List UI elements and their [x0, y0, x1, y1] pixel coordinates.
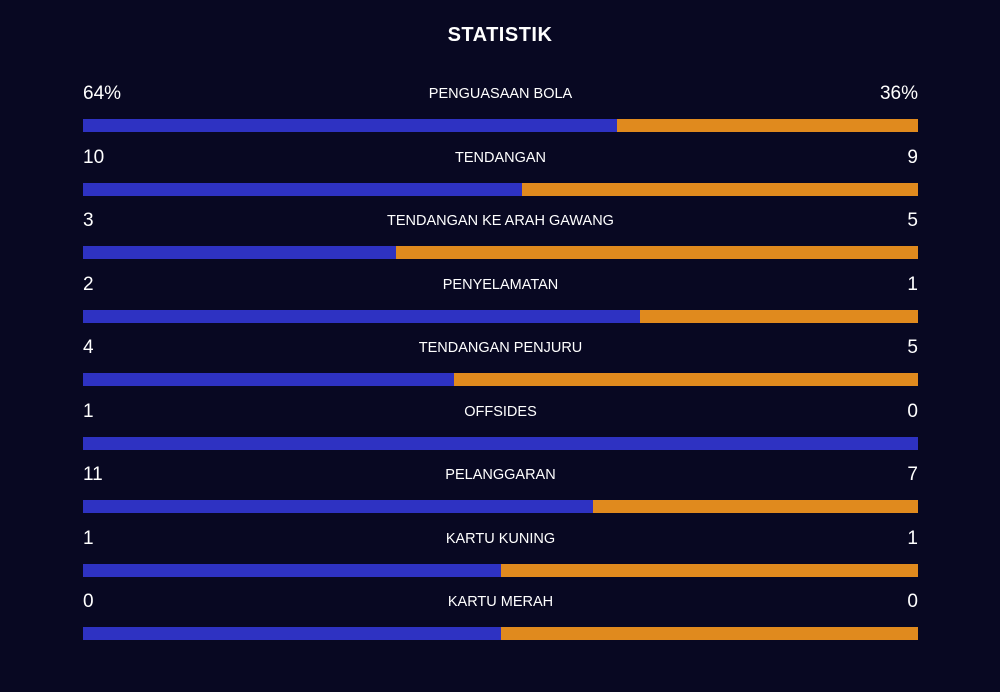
stat-row-saves: 2 PENYELAMATAN 1 [83, 273, 918, 337]
home-value: 10 [83, 146, 105, 168]
stat-row-red-cards: 0 KARTU MERAH 0 [83, 590, 918, 654]
stat-label: OFFSIDES [464, 403, 537, 420]
away-value: 0 [907, 400, 918, 422]
stat-label: PELANGGARAN [445, 467, 556, 483]
stat-bar [83, 246, 918, 259]
stat-row-corners: 4 TENDANGAN PENJURU 5 [83, 336, 918, 400]
stat-row-ball-possession: 64% PENGUASAAN BOLA 36% [83, 82, 918, 146]
stat-bar [83, 436, 918, 450]
stat-label: PENYELAMATAN [442, 276, 559, 293]
away-value: 5 [907, 210, 918, 231]
stat-bar [83, 373, 918, 386]
away-value: 36% [879, 83, 918, 104]
away-value: 9 [907, 146, 918, 168]
home-value: 64% [83, 83, 122, 104]
away-value: 0 [907, 591, 918, 612]
stat-row-fouls: 11 PELANGGARAN 7 [83, 463, 918, 527]
stat-label: TENDANGAN PENJURU [418, 340, 583, 356]
home-bar-fill [83, 182, 523, 196]
away-value: 7 [907, 464, 918, 485]
stat-label: KARTU KUNING [445, 530, 556, 547]
home-value: 3 [83, 210, 94, 231]
home-bar-fill [83, 500, 594, 513]
home-bar-fill [83, 309, 640, 323]
stat-bar [83, 119, 918, 132]
away-value: 5 [907, 337, 918, 358]
home-value: 11 [83, 464, 103, 485]
stat-row-shots-on-target: 3 TENDANGAN KE ARAH GAWANG 5 [83, 209, 918, 273]
home-value: 4 [83, 337, 94, 358]
home-value: 2 [83, 273, 94, 295]
home-bar-fill [83, 627, 501, 640]
stat-label: TENDANGAN [454, 149, 547, 166]
stat-row-shots: 10 TENDANGAN 9 [83, 146, 918, 210]
stat-label: PENGUASAAN BOLA [428, 86, 573, 102]
stat-bar [83, 563, 918, 577]
stat-bar [83, 627, 918, 640]
stat-label: TENDANGAN KE ARAH GAWANG [387, 213, 614, 229]
stat-bar [83, 500, 918, 513]
home-bar-fill [83, 119, 618, 132]
home-value: 1 [83, 400, 94, 422]
page-title: STATISTIK [447, 24, 553, 46]
stats-list: 64% PENGUASAAN BOLA 36% 10 TENDANGAN 9 3… [83, 82, 918, 654]
stat-bar [83, 182, 918, 196]
home-value: 0 [83, 591, 94, 612]
away-value: 1 [907, 273, 918, 295]
home-value: 1 [83, 527, 94, 549]
home-bar-fill [83, 373, 454, 386]
stat-row-yellow-cards: 1 KARTU KUNING 1 [83, 527, 918, 591]
away-value: 1 [907, 527, 918, 549]
home-bar-fill [83, 563, 501, 577]
stat-bar [83, 309, 918, 323]
home-bar-fill [83, 436, 918, 450]
stat-label: KARTU MERAH [447, 594, 554, 610]
stat-row-offsides: 1 OFFSIDES 0 [83, 400, 918, 464]
home-bar-fill [83, 246, 397, 259]
